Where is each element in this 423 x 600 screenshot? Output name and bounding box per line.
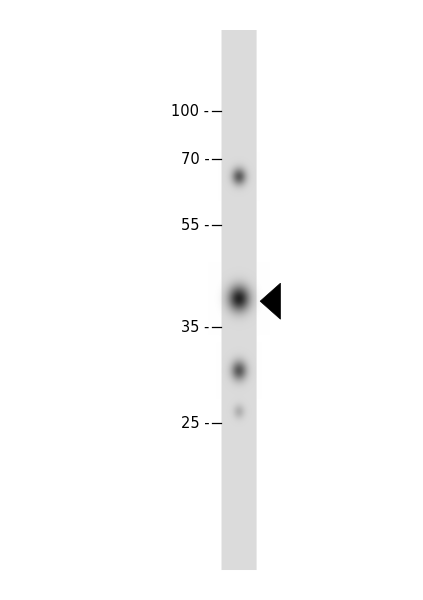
Text: 25 -: 25 - xyxy=(181,415,209,431)
Text: 100 -: 100 - xyxy=(171,103,209,119)
Polygon shape xyxy=(260,283,280,319)
Text: 55 -: 55 - xyxy=(181,217,209,232)
Text: 70 -: 70 - xyxy=(181,151,209,166)
Text: 35 -: 35 - xyxy=(181,319,209,335)
